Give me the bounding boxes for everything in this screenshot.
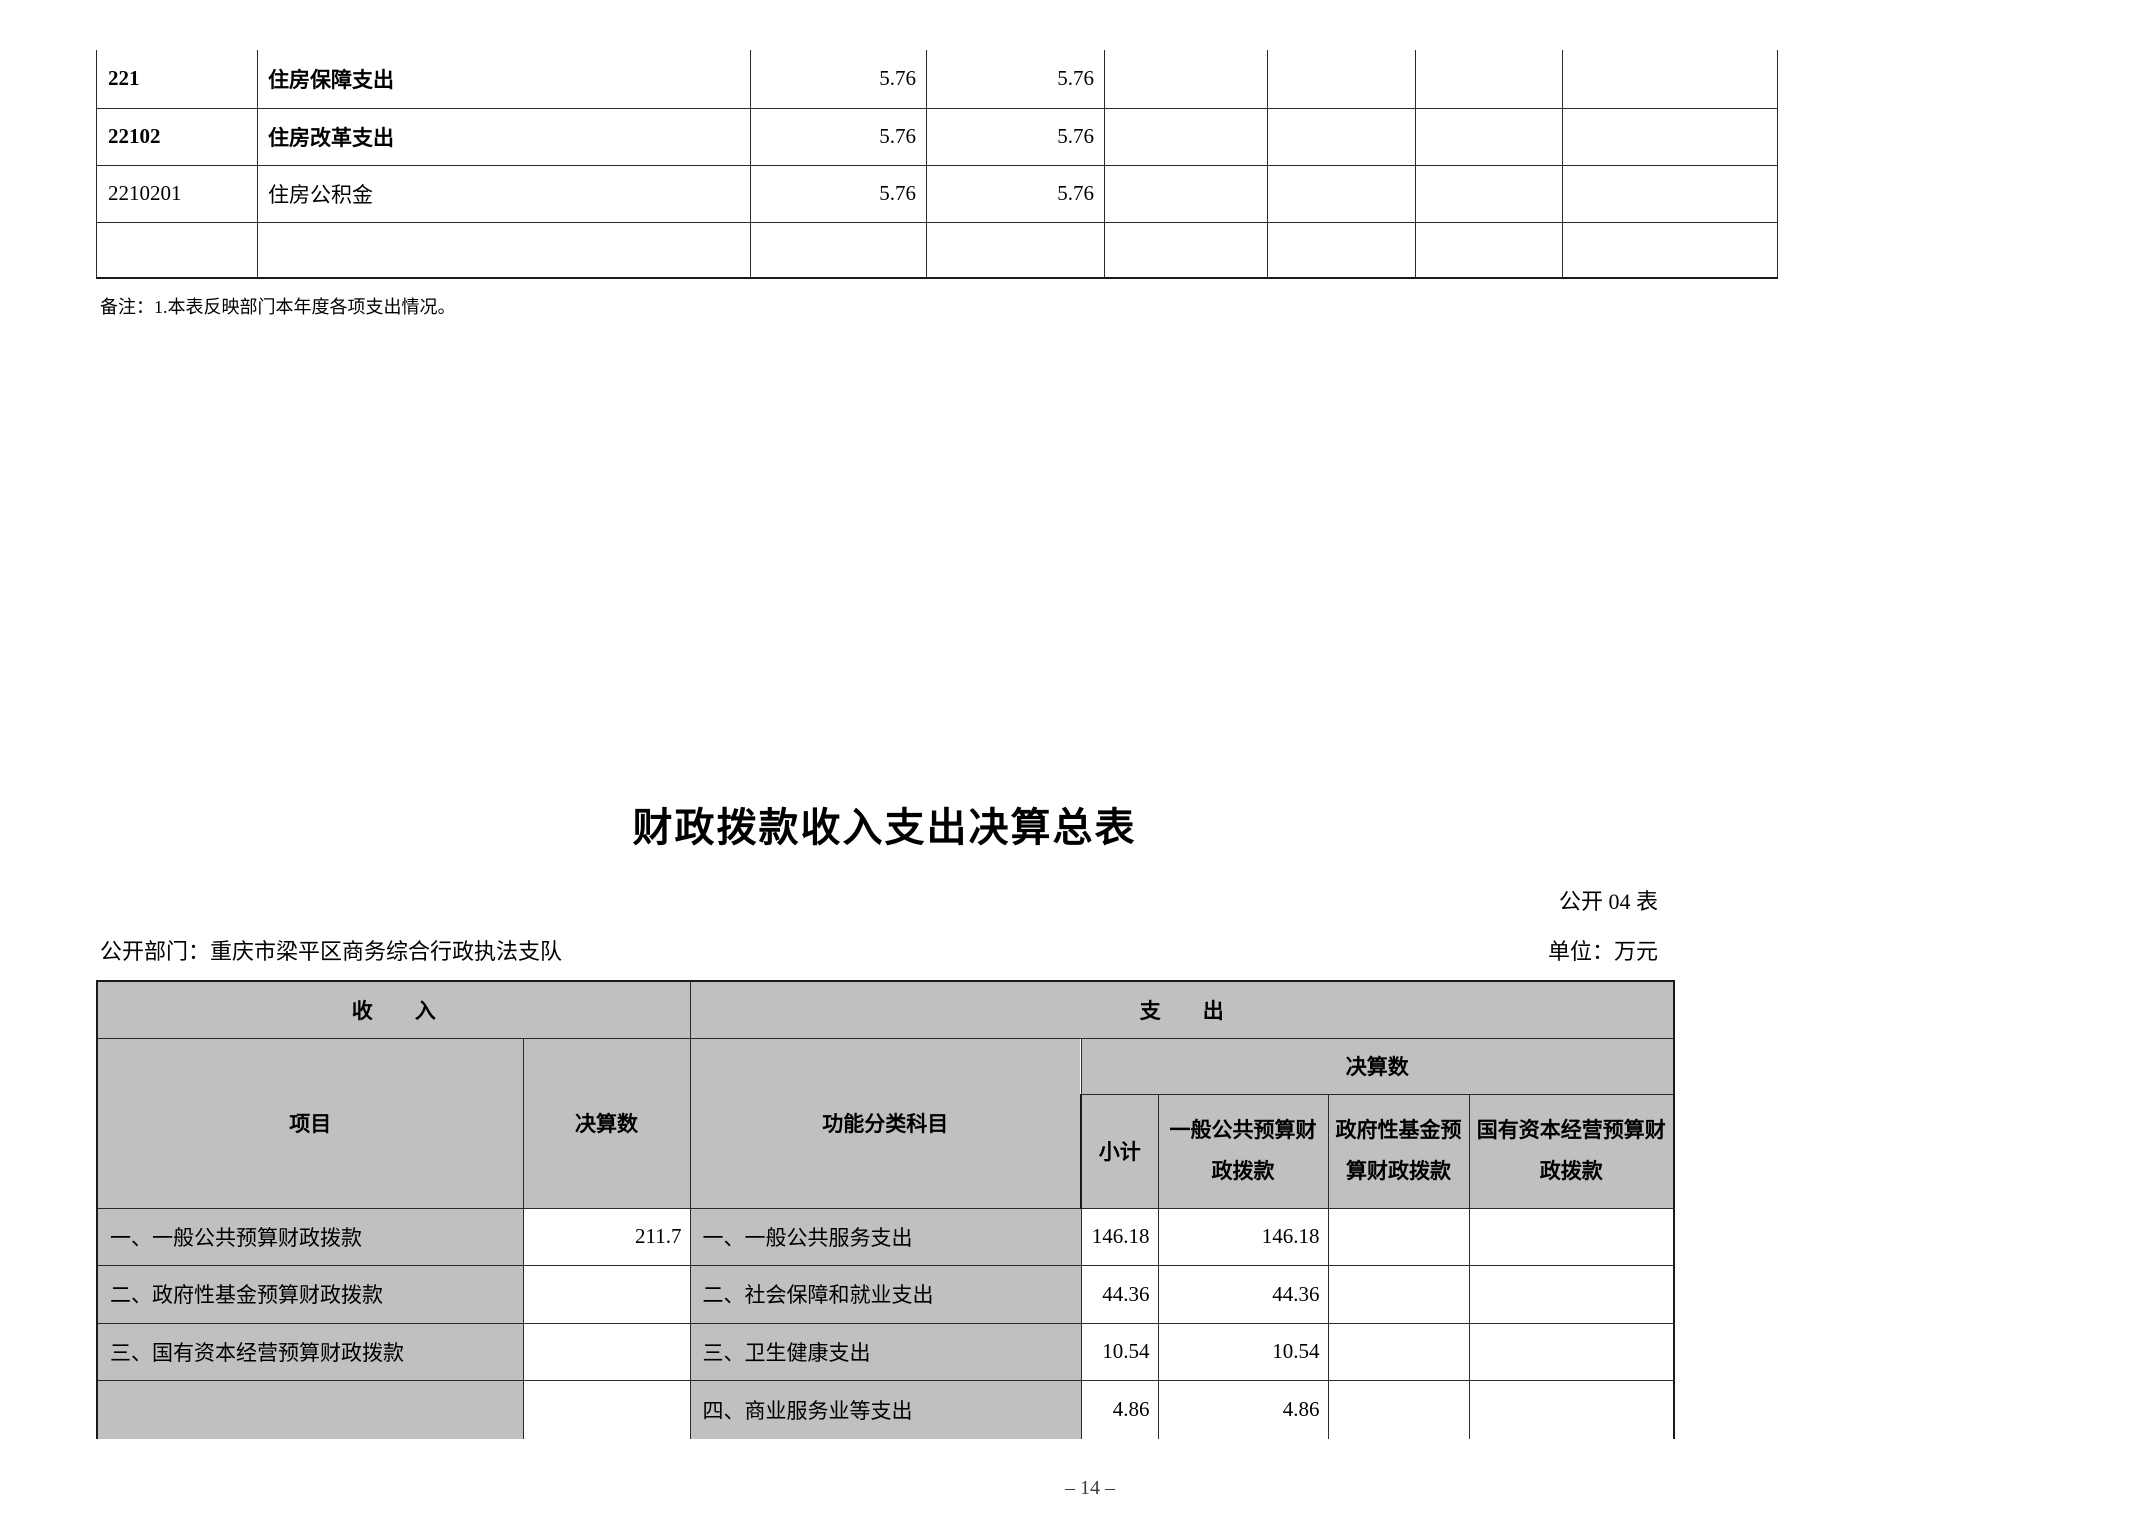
data-row: 二、政府性基金预算财政拨款 二、社会保障和就业支出 44.36 44.36 [96,1264,1676,1324]
income-section-header: 收 入 [96,980,691,1039]
department-label: 公开部门：重庆市梁平区商务综合行政执法支队 [100,939,563,964]
amount-col5 [1104,164,1268,223]
unit-label: 单位：万元 [1547,939,1658,964]
expenditure-table: 221 住房保障支出 5.76 5.76 22102 住房改革支出 5.76 5… [96,50,1778,279]
subject-name [257,221,751,279]
general-budget-header-line1: 一般公共预算财 [1169,1118,1317,1142]
amount-col8 [1562,221,1778,279]
subject-name: 住房公积金 [257,164,751,223]
page-title: 财政拨款收入支出决算总表 [632,805,1137,850]
expense-stateop [1468,1264,1676,1324]
subject-name: 住房改革支出 [257,107,751,166]
income-item [96,1379,524,1439]
amount-col6 [1267,107,1416,166]
amount-total [750,221,927,279]
amount-col6 [1267,221,1416,279]
table-number: 公开 04 表 [1558,889,1658,914]
summary-table: 收 入 支 出 项目 决算数 功能分类科目 决算数 小计 一般公共预算财 政拨款… [96,980,1676,1439]
expense-govfund [1327,1379,1470,1439]
amount-basic: 5.76 [926,164,1105,223]
amount-col8 [1562,107,1778,166]
gov-fund-header: 政府性基金预 算财政拨款 [1327,1093,1470,1209]
state-capital-header-line1: 国有资本经营预算财 [1476,1118,1666,1142]
table-footnote: 备注：1.本表反映部门本年度各项支出情况。 [100,297,456,317]
expense-subject: 二、社会保障和就业支出 [689,1264,1082,1324]
expense-subject: 四、商业服务业等支出 [689,1379,1082,1439]
amount-total: 5.76 [750,107,927,166]
amount-col7 [1415,50,1563,109]
income-amount [522,1322,691,1381]
income-item: 三、国有资本经营预算财政拨款 [96,1322,524,1381]
data-row: 三、国有资本经营预算财政拨款 三、卫生健康支出 10.54 10.54 [96,1322,1676,1381]
meta-line: 公开部门：重庆市梁平区商务综合行政执法支队 单位：万元 [100,934,1658,966]
expense-general: 4.86 [1157,1379,1329,1439]
table-row [96,221,1778,279]
amount-col5 [1104,50,1268,109]
general-budget-header: 一般公共预算财 政拨款 [1157,1093,1329,1209]
amount-basic [926,221,1105,279]
expense-subtotal: 4.86 [1080,1379,1159,1439]
header-row-groups: 项目 决算数 功能分类科目 决算数 [96,1037,1676,1209]
state-capital-header: 国有资本经营预算财 政拨款 [1468,1093,1676,1209]
final-amount-group-header: 决算数 [1080,1037,1676,1095]
gov-fund-header-line1: 政府性基金预 [1335,1118,1462,1142]
amount-total: 5.76 [750,50,927,109]
expense-section-header: 支 出 [689,980,1676,1039]
expense-subtotal: 146.18 [1080,1207,1159,1266]
expense-subject: 三、卫生健康支出 [689,1322,1082,1381]
general-budget-header-line2: 政拨款 [1211,1159,1275,1183]
item-header: 项目 [96,1037,524,1209]
expense-govfund [1327,1322,1470,1381]
state-capital-header-line2: 政拨款 [1539,1159,1603,1183]
amount-col7 [1415,107,1563,166]
subject-name: 住房保障支出 [257,50,751,109]
expense-govfund [1327,1207,1470,1266]
income-item: 二、政府性基金预算财政拨款 [96,1264,524,1324]
expense-stateop [1468,1207,1676,1266]
table-row: 2210201 住房公积金 5.76 5.76 [96,164,1778,223]
expense-general: 44.36 [1157,1264,1329,1324]
subject-code [96,221,258,279]
income-amount [522,1264,691,1324]
expense-subtotal: 44.36 [1080,1264,1159,1324]
expense-stateop [1468,1322,1676,1381]
amount-col6 [1267,164,1416,223]
amount-col7 [1415,164,1563,223]
data-row: 四、商业服务业等支出 4.86 4.86 [96,1379,1676,1439]
final-amount-header: 决算数 [522,1037,691,1209]
amount-basic: 5.76 [926,107,1105,166]
subtotal-header: 小计 [1080,1093,1159,1209]
amount-total: 5.76 [750,164,927,223]
gov-fund-header-line2: 算财政拨款 [1346,1159,1451,1183]
expense-subtotal: 10.54 [1080,1322,1159,1381]
income-amount: 211.7 [522,1207,691,1266]
expense-general: 146.18 [1157,1207,1329,1266]
data-row: 一、一般公共预算财政拨款 211.7 一、一般公共服务支出 146.18 146… [96,1207,1676,1266]
income-item: 一、一般公共预算财政拨款 [96,1207,524,1266]
expense-govfund [1327,1264,1470,1324]
function-subject-header: 功能分类科目 [689,1037,1082,1209]
amount-col6 [1267,50,1416,109]
amount-col8 [1562,164,1778,223]
page-number: – 14 – [1065,1477,1115,1499]
amount-col8 [1562,50,1778,109]
expense-stateop [1468,1379,1676,1439]
subject-code: 221 [96,50,258,109]
subject-code: 22102 [96,107,258,166]
header-row-subcolumns: 小计 一般公共预算财 政拨款 政府性基金预 算财政拨款 国有资本经营预算财 政拨… [97,1093,1676,1209]
expense-general: 10.54 [1157,1322,1329,1381]
subject-code: 2210201 [96,164,258,223]
amount-basic: 5.76 [926,50,1105,109]
table-row: 22102 住房改革支出 5.76 5.76 [96,107,1778,166]
header-row-sections: 收 入 支 出 [96,980,1676,1039]
expense-subject: 一、一般公共服务支出 [689,1207,1082,1266]
amount-col7 [1415,221,1563,279]
income-amount [522,1379,691,1439]
amount-col5 [1104,107,1268,166]
table-row: 221 住房保障支出 5.76 5.76 [96,50,1778,109]
amount-col5 [1104,221,1268,279]
